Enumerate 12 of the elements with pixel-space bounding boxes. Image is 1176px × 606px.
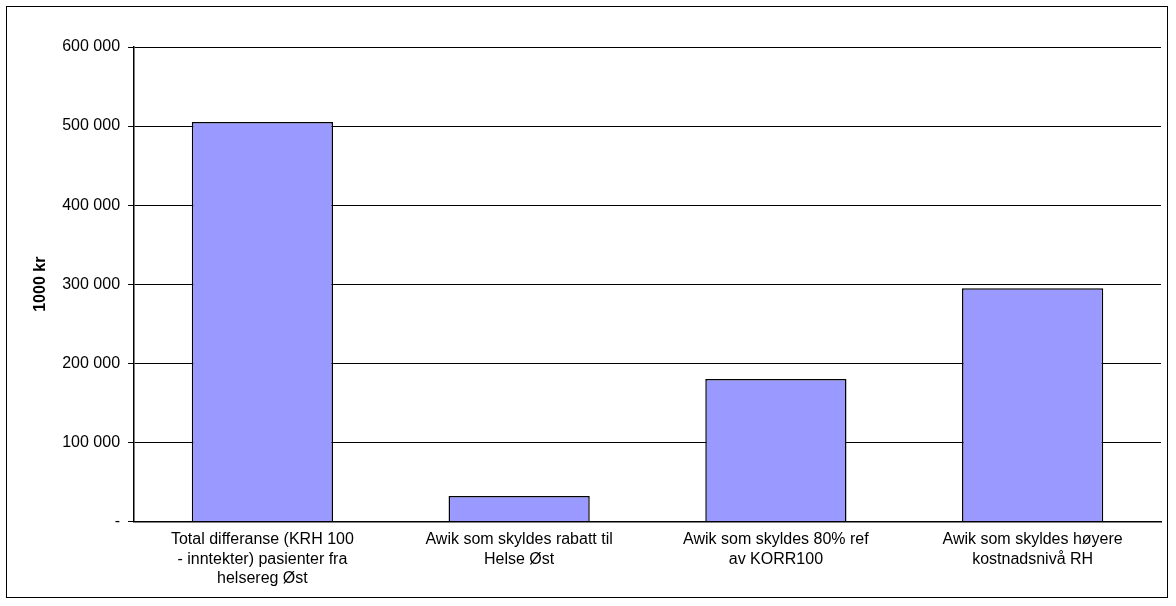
- y-tick-label: -: [114, 511, 121, 529]
- x-tick-label: Awik som skyldes 80% ref av KORR100: [683, 530, 870, 567]
- y-tick-label: 400 000: [62, 195, 121, 213]
- x-tick-label: Awik som skyldes rabatt til Helse Øst: [425, 530, 613, 567]
- y-tick-label: 200 000: [62, 353, 121, 371]
- y-tick-label: 100 000: [62, 432, 121, 450]
- x-tick-label: Awik som skyldes høyere kostnadsnivå RH: [942, 530, 1123, 567]
- y-tick-label: 300 000: [62, 274, 121, 292]
- y-tick-label: 600 000: [62, 37, 121, 55]
- x-tick-label: Total differanse (KRH 100 - inntekter) pasienter fra helsereg Øst: [170, 530, 354, 586]
- y-axis-title: 1000 kr: [31, 256, 49, 312]
- y-tick-label: 500 000: [62, 116, 121, 134]
